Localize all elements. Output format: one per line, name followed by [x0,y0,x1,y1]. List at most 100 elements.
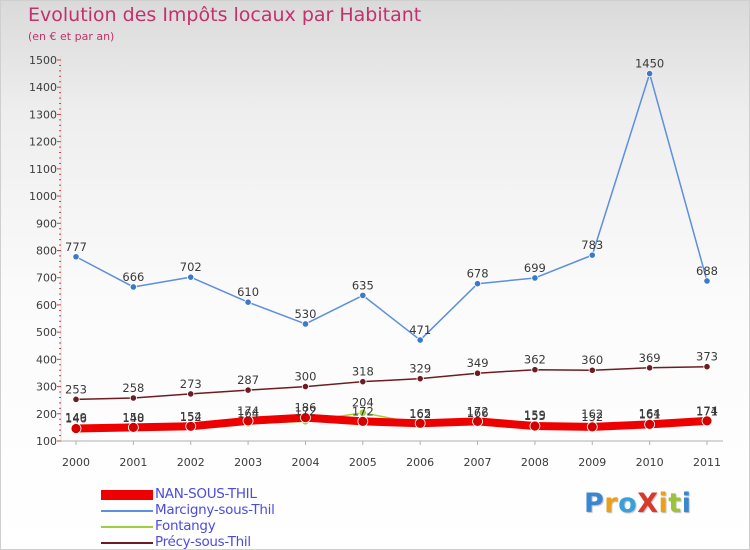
y-tick-label: 600 [36,299,57,312]
data-label-marcigny-sous-thil: 688 [696,264,718,278]
data-label-pr-cy-sous-thil: 287 [237,373,259,387]
data-label-fontangy: 171 [696,405,718,419]
chart-subtitle: (en € et par an) [28,30,115,43]
data-label-fontangy: 204 [352,396,374,410]
data-point-marcigny-sous-thil [187,273,195,281]
logo-letter: t [668,488,682,519]
data-point-pr-cy-sous-thil [473,369,482,377]
data-label-nan-sous-thil: 161 [639,407,661,421]
data-point-pr-cy-sous-thil [72,395,80,403]
legend-swatch [101,526,153,528]
series-layer [70,70,713,434]
data-point-nan-sous-thil [185,420,197,432]
data-label-marcigny-sous-thil: 783 [581,238,603,252]
y-tick-label: 100 [36,435,57,448]
data-point-pr-cy-sous-thil [531,366,539,374]
data-point-nan-sous-thil [300,412,311,423]
logo-letter: i [681,488,692,519]
data-label-marcigny-sous-thil: 678 [467,267,489,281]
data-point-marcigny-sous-thil [301,320,310,328]
data-label-marcigny-sous-thil: 699 [524,261,546,275]
data-point-nan-sous-thil [529,420,541,432]
data-point-pr-cy-sous-thil [301,382,310,391]
data-label-nan-sous-thil: 174 [237,404,259,418]
data-point-nan-sous-thil [472,416,483,427]
data-label-pr-cy-sous-thil: 258 [122,381,144,395]
legend-label: Fontangy [155,518,216,534]
data-label-marcigny-sous-thil: 702 [180,260,202,274]
data-label-fontangy: 164 [237,407,259,421]
logo-letter: r [604,488,619,519]
series-line-marcigny-sous-thil [75,72,708,341]
x-tick-label: 2001 [119,456,147,469]
data-label-pr-cy-sous-thil: 369 [639,351,661,365]
x-tick-label: 2007 [464,456,492,469]
data-label-marcigny-sous-thil: 471 [409,323,431,337]
y-tick-label: 900 [36,217,57,230]
legend-swatch [101,510,153,512]
series-line-nan-sous-thil [72,413,711,433]
data-label-marcigny-sous-thil: 530 [294,307,316,321]
data-label-fontangy: 159 [524,408,546,422]
x-tick-label: 2008 [521,456,549,469]
data-point-nan-sous-thil [701,415,713,427]
legend-label: Marcigny-sous-Thil [155,502,275,518]
data-label-nan-sous-thil: 174 [696,404,718,418]
data-label-fontangy: 172 [294,404,316,418]
series-line-pr-cy-sous-thil [75,365,708,401]
x-tick-label: 2006 [406,456,434,469]
data-labels: 777 666 702 610 530 635 471 678 699 783 1450 688 253… [65,57,718,426]
x-tick-label: 2004 [291,456,319,469]
data-label-fontangy: 162 [581,407,603,421]
data-label-fontangy: 164 [639,407,661,421]
data-label-pr-cy-sous-thil: 360 [581,353,603,367]
y-tick-label: 200 [36,408,57,421]
y-tick-label: 700 [36,272,57,285]
chart-title: Evolution des Impôts locaux par Habitant [28,4,422,26]
data-label-fontangy: 148 [122,411,144,425]
y-tick-label: 1100 [29,163,57,176]
data-label-fontangy: 162 [409,407,431,421]
x-tick-label: 2003 [234,456,262,469]
data-point-nan-sous-thil [586,421,598,433]
data-point-nan-sous-thil [414,417,426,429]
x-tick-label: 2002 [177,456,205,469]
data-label-nan-sous-thil: 146 [65,411,87,425]
x-tick-label: 2009 [578,456,606,469]
logo-letter: o [618,488,638,519]
y-tick-label: 400 [36,353,57,366]
logo-letter: P [584,488,605,519]
data-label-pr-cy-sous-thil: 373 [696,350,718,364]
logo-letter: X [637,488,659,519]
data-label-fontangy: 166 [467,406,489,420]
data-point-pr-cy-sous-thil [187,390,195,398]
y-tick-label: 1200 [29,136,57,149]
y-tick-label: 1400 [29,81,57,94]
y-tick-label: 1500 [29,54,57,67]
data-point-pr-cy-sous-thil [129,394,137,402]
data-point-nan-sous-thil [127,421,139,433]
data-point-marcigny-sous-thil [416,336,424,344]
data-point-nan-sous-thil [644,418,656,430]
data-label-nan-sous-thil: 186 [294,401,316,415]
data-point-marcigny-sous-thil [646,70,654,78]
legend-swatch [101,490,153,500]
data-label-marcigny-sous-thil: 1450 [635,57,664,71]
data-label-nan-sous-thil: 172 [352,404,374,418]
data-point-pr-cy-sous-thil [588,366,596,374]
data-label-nan-sous-thil: 150 [122,410,144,424]
data-label-fontangy: 149 [65,411,87,425]
proxiti-logo: ProXiti [584,488,691,519]
x-tick-label: 2011 [693,456,721,469]
legend-label: Précy-sous-Thil [155,534,251,550]
data-label-nan-sous-thil: 152 [581,410,603,424]
data-label-pr-cy-sous-thil: 318 [352,365,374,379]
y-tick-label: 1300 [29,108,57,121]
data-label-nan-sous-thil: 155 [524,409,546,423]
x-tick-label: 2010 [636,456,664,469]
data-point-marcigny-sous-thil [588,251,596,259]
data-point-marcigny-sous-thil [359,291,367,300]
logo-letter: i [658,488,669,519]
